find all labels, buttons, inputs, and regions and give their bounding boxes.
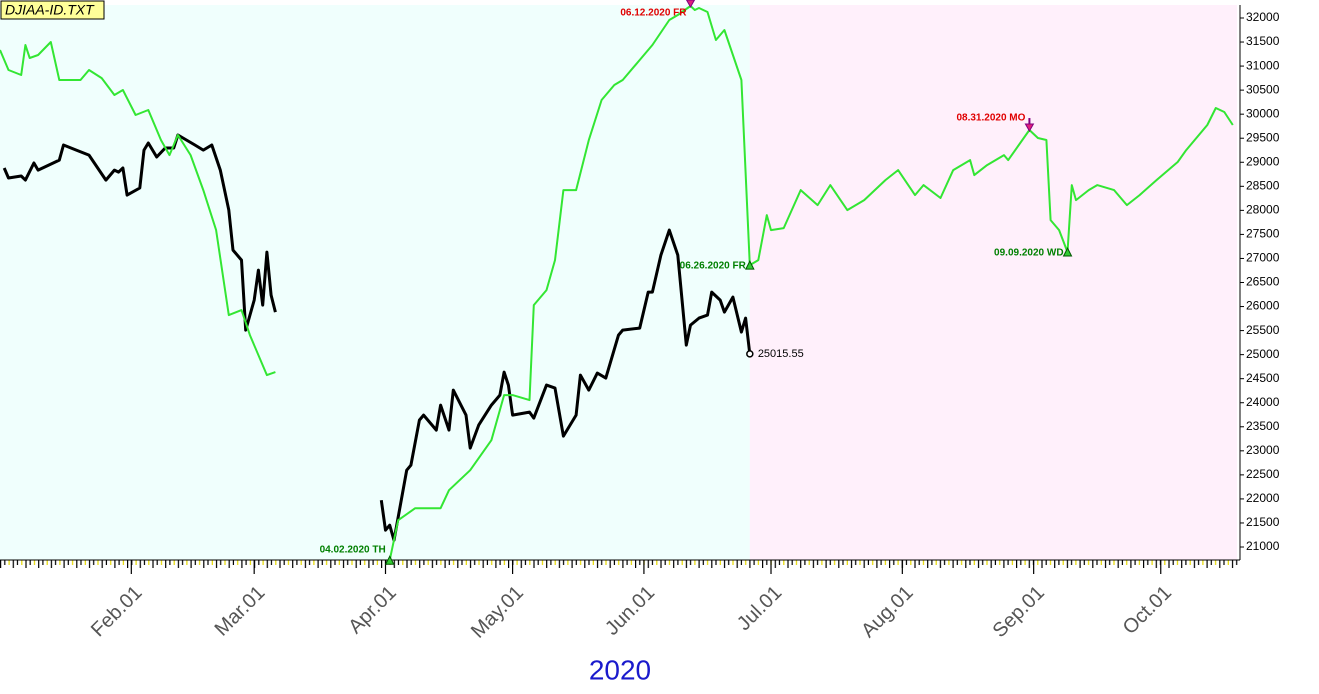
annotation-marker [685,0,696,8]
y-tick-label: 26000 [1246,299,1280,313]
y-tick-label: 21500 [1246,515,1280,529]
annotation-label: 08.31.2020 MO [956,113,1025,124]
y-tick-label: 30500 [1246,82,1280,96]
y-tick-label: 31500 [1246,34,1280,48]
y-tick-label: 27000 [1246,251,1280,265]
y-tick-label: 23500 [1246,419,1280,433]
x-tick-label: Mar.01 [211,582,270,641]
y-tick-label: 25500 [1246,323,1280,337]
day-ruler [0,560,1240,568]
x-tick-label: Sep.01 [989,582,1049,642]
x-tick-label: May.01 [467,582,528,643]
x-tick-label: Oct.01 [1119,582,1176,639]
y-tick-label: 24000 [1246,395,1280,409]
year-label: 2020 [589,654,651,685]
y-tick-label: 29500 [1246,130,1280,144]
annotation-label: 04.02.2020 TH [320,545,386,556]
annotation-marker [745,259,755,270]
shaded-region [749,5,1237,560]
annotation-marker [384,555,395,565]
shaded-region [0,5,750,560]
annotation-label: 06.12.2020 FR [620,8,687,19]
x-tick-label: Feb.01 [87,582,147,642]
y-tick-label: 23000 [1246,443,1280,457]
series-line [0,5,1234,561]
annotation-marker [1024,123,1035,133]
y-tick-label: 24500 [1246,371,1280,385]
plot [0,5,1234,561]
source-box [0,0,105,20]
background [0,5,1237,560]
source-label: DJIAA-ID.TXT [5,2,95,18]
y-tick-label: 21000 [1246,539,1280,553]
y-tick-label: 29000 [1246,154,1280,168]
y-tick-label: 22500 [1246,467,1280,481]
x-tick-label: Jul.01 [733,582,786,635]
y-tick-label: 25000 [1246,347,1280,361]
annotation-label: 09.09.2020 WD [994,248,1064,259]
x-tick-label: Apr.01 [344,582,400,638]
y-tick-label: 26500 [1246,275,1280,289]
x-tick-label: Aug.01 [857,582,917,642]
y-tick-label: 30000 [1246,106,1280,120]
end-marker [746,350,754,358]
x-tick-label: Jun.01 [601,582,659,640]
end-value-label: 25015.55 [758,348,804,360]
annotation-label: 06.26.2020 FR [680,261,747,272]
y-tick-label: 22000 [1246,491,1280,505]
annotation-marker [1062,246,1073,257]
y-tick-label: 28000 [1246,203,1280,217]
y-tick-label: 28500 [1246,178,1280,192]
y-tick-label: 31000 [1246,58,1280,72]
y-tick-label: 27500 [1246,227,1280,241]
y-tick-label: 32000 [1246,10,1280,24]
